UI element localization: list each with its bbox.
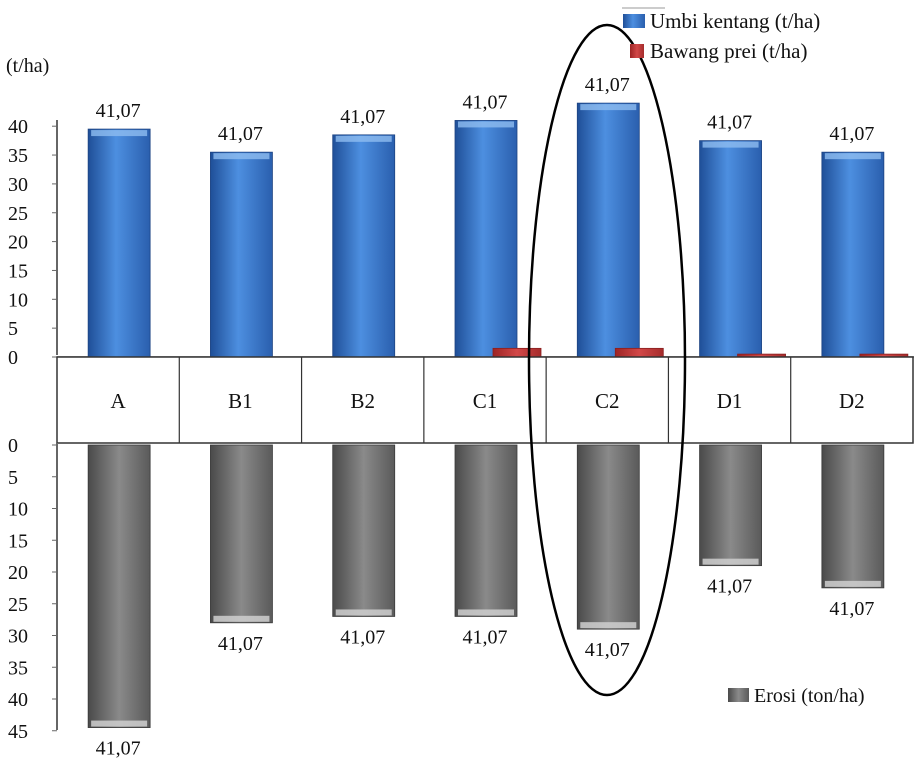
- bar-umbi-kentang-t-ha-c1: [454, 120, 518, 358]
- top-axis-unit-label: (t/ha): [6, 55, 49, 77]
- top-tick-label: 5: [8, 318, 18, 340]
- bottom-tick-label: 40: [8, 689, 28, 711]
- bar-bevel: [335, 135, 392, 142]
- bar-erosi-ton-ha-c1: [454, 444, 518, 617]
- data-label-erosi-ton-ha-d2: 41,07: [829, 598, 874, 620]
- data-label-erosi-ton-ha-a: 41,07: [96, 738, 141, 758]
- bottom-tick-label: 25: [8, 594, 28, 616]
- bar-bevel: [335, 609, 392, 616]
- data-label-erosi-ton-ha-b1: 41,07: [218, 633, 263, 655]
- legend-top: Umbi kentang (t/ha) Bawang prei (t/ha): [622, 7, 820, 63]
- bottom-tick-label: 5: [8, 467, 18, 489]
- bar-erosi-ton-ha-c2: [576, 444, 640, 630]
- bar-bevel: [580, 104, 637, 111]
- category-label-d2: D2: [839, 389, 865, 413]
- bottom-bars: 41,07 41,07 41,07 41,07 41,07 41,07 41,07: [87, 444, 885, 758]
- bar-erosi-ton-ha-b1: [210, 444, 273, 624]
- bottom-tick-label: 0: [8, 435, 18, 457]
- data-label-erosi-ton-ha-c2: 41,07: [585, 639, 630, 661]
- legend-bottom: Erosi (ton/ha): [728, 685, 865, 707]
- top-tick-label: 30: [8, 174, 28, 196]
- bar-erosi-ton-ha-d1: [699, 444, 762, 567]
- category-label-c1: C1: [473, 389, 498, 413]
- top-tick-label: 20: [8, 232, 28, 254]
- data-label-erosi-ton-ha-c1: 41,07: [463, 626, 508, 648]
- top-bars: 41,07 41,07 41,07 41,07 41,07 41,07 41,07: [87, 74, 909, 358]
- top-tick-label: 15: [8, 260, 28, 282]
- bar-bevel: [702, 558, 759, 565]
- bar-erosi-ton-ha-d2: [821, 444, 885, 589]
- bottom-axis-ticks: 0 5 10 15 20 25 30 35 40 45: [8, 435, 57, 743]
- category-cells: A B1 B2 C1 C2 D1 D2: [111, 357, 865, 443]
- bar-bevel: [702, 141, 759, 148]
- bar-bevel: [458, 121, 514, 128]
- top-tick-label: 0: [8, 347, 18, 369]
- legend-label-erosi: Erosi (ton/ha): [754, 685, 865, 707]
- bar-umbi-kentang-t-ha-a: [87, 128, 151, 358]
- bottom-tick-label: 30: [8, 626, 28, 648]
- bar-bevel: [91, 130, 148, 137]
- bar-bevel: [580, 622, 637, 629]
- legend-swatch-umbi-kentang: [623, 14, 645, 28]
- category-label-b2: B2: [350, 389, 375, 413]
- top-tick-label: 25: [8, 203, 28, 225]
- top-tick-label: 10: [8, 289, 28, 311]
- legend-label-umbi-kentang: Umbi kentang (t/ha): [650, 9, 820, 33]
- bar-bawang-prei-t-ha-c1: [492, 347, 542, 358]
- bar-bawang-prei-t-ha-c2: [614, 347, 664, 358]
- bottom-tick-label: 10: [8, 499, 28, 521]
- data-label-umbi-kentang-t-ha-b1: 41,07: [218, 123, 263, 145]
- bottom-tick-label: 15: [8, 530, 28, 552]
- legend-label-bawang-prei: Bawang prei (t/ha): [650, 39, 807, 63]
- bar-umbi-kentang-t-ha-d1: [699, 140, 762, 358]
- bar-bevel: [458, 609, 514, 616]
- category-label-d1: D1: [717, 389, 743, 413]
- data-label-umbi-kentang-t-ha-d1: 41,07: [707, 112, 752, 134]
- data-label-erosi-ton-ha-d1: 41,07: [707, 576, 752, 598]
- bar-bevel: [824, 580, 881, 587]
- category-label-c2: C2: [595, 389, 620, 413]
- data-label-umbi-kentang-t-ha-c2: 41,07: [585, 74, 630, 96]
- category-band: A B1 B2 C1 C2 D1 D2: [56, 356, 914, 444]
- bar-bevel: [213, 153, 270, 160]
- bar-bevel: [91, 720, 148, 727]
- bottom-tick-label: 45: [8, 721, 28, 743]
- legend-swatch-erosi: [728, 688, 749, 702]
- highlight-ellipse-c2: [527, 23, 687, 697]
- data-label-umbi-kentang-t-ha-d2: 41,07: [829, 123, 874, 145]
- data-label-umbi-kentang-t-ha-b2: 41,07: [340, 106, 385, 128]
- category-label-a: A: [111, 389, 127, 413]
- bottom-tick-label: 35: [8, 657, 28, 679]
- top-axis-ticks: 0 5 10 15 20 25 30 35 40: [8, 116, 57, 369]
- bottom-tick-label: 20: [8, 562, 28, 584]
- bar-bevel: [213, 615, 270, 622]
- bar-umbi-kentang-t-ha-c2: [576, 102, 640, 358]
- bar-umbi-kentang-t-ha-b1: [210, 151, 273, 358]
- category-label-b1: B1: [228, 389, 253, 413]
- top-tick-label: 35: [8, 145, 28, 167]
- category-band-frame: [56, 356, 914, 444]
- bar-erosi-ton-ha-b2: [332, 444, 396, 617]
- data-label-umbi-kentang-t-ha-a: 41,07: [96, 100, 141, 122]
- bar-umbi-kentang-t-ha-d2: [821, 151, 885, 358]
- legend-swatch-bawang-prei: [630, 44, 644, 58]
- bar-umbi-kentang-t-ha-b2: [332, 134, 396, 358]
- data-label-umbi-kentang-t-ha-c1: 41,07: [463, 91, 508, 113]
- bar-bevel: [824, 153, 881, 160]
- bar-erosi-ton-ha-a: [87, 444, 151, 728]
- data-label-erosi-ton-ha-b2: 41,07: [340, 626, 385, 648]
- top-tick-label: 40: [8, 116, 28, 138]
